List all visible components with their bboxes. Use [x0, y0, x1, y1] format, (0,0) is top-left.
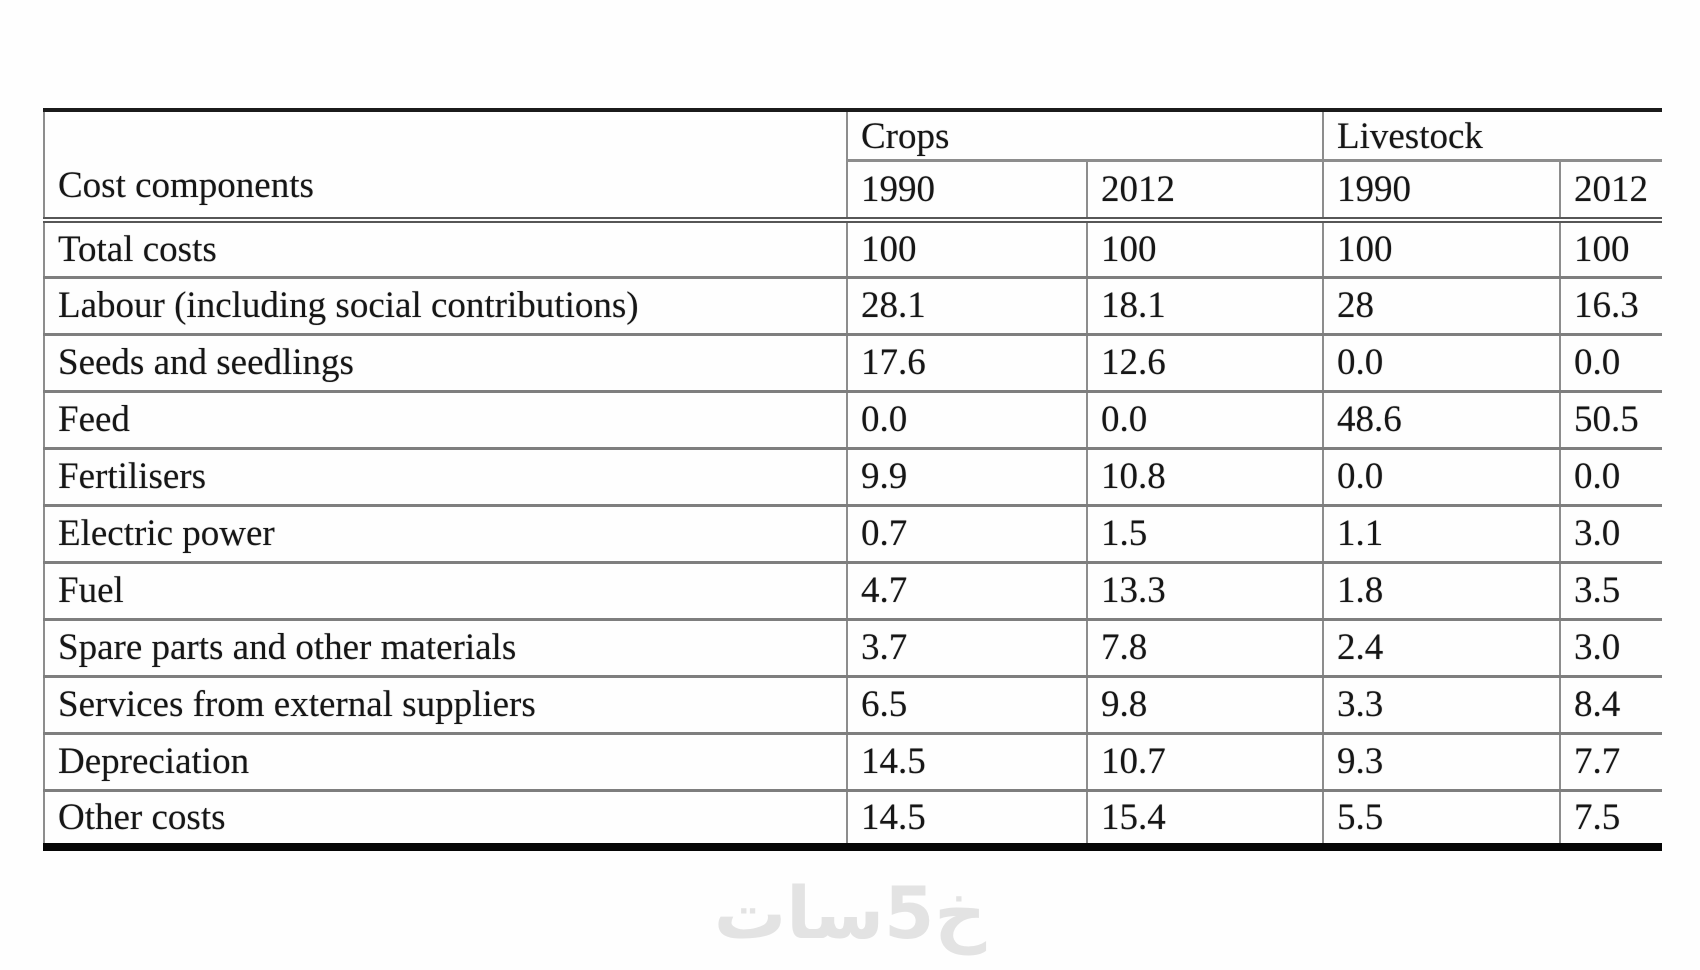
cell-value: 100 — [1559, 220, 1662, 279]
cell-value: 14.5 — [846, 733, 1087, 792]
khamsat-watermark: خ5سات — [713, 871, 987, 955]
cell-value: 7.5 — [1559, 790, 1662, 849]
table-row: Feed 0.0 0.0 48.6 50.5 — [44, 391, 1662, 450]
cell-value: 2.4 — [1322, 619, 1560, 678]
row-label: Seeds and seedlings — [44, 334, 847, 393]
cost-components-table: Cost components Crops Livestock 1990 2012… — [43, 108, 1662, 851]
cell-value: 13.3 — [1086, 562, 1323, 621]
table-row: Total costs 100 100 100 100 — [44, 220, 1662, 279]
cell-value: 5.5 — [1322, 790, 1560, 849]
cell-value: 18.1 — [1086, 277, 1323, 336]
cell-value: 0.0 — [1322, 334, 1560, 393]
cell-value: 50.5 — [1559, 391, 1662, 450]
cell-value: 4.7 — [846, 562, 1087, 621]
year-header: 2012 — [1086, 160, 1323, 223]
cell-value: 12.6 — [1086, 334, 1323, 393]
cell-value: 6.5 — [846, 676, 1087, 735]
table-row: Fuel 4.7 13.3 1.8 3.5 — [44, 562, 1662, 621]
cell-value: 9.9 — [846, 448, 1087, 507]
cell-value: 3.7 — [846, 619, 1087, 678]
cell-value: 16.3 — [1559, 277, 1662, 336]
cell-value: 3.3 — [1322, 676, 1560, 735]
cell-value: 0.0 — [1559, 334, 1662, 393]
cell-value: 48.6 — [1322, 391, 1560, 450]
row-label: Other costs — [44, 790, 847, 849]
cell-value: 28 — [1322, 277, 1560, 336]
cell-value: 9.3 — [1322, 733, 1560, 792]
row-label: Electric power — [44, 505, 847, 564]
row-label: Spare parts and other materials — [44, 619, 847, 678]
cell-value: 0.0 — [1559, 448, 1662, 507]
year-header: 2012 — [1559, 160, 1662, 223]
corner-header-cost-components: Cost components — [44, 110, 847, 223]
group-header-crops: Crops — [846, 110, 1323, 162]
cell-value: 10.7 — [1086, 733, 1323, 792]
cell-value: 1.5 — [1086, 505, 1323, 564]
cell-value: 1.1 — [1322, 505, 1560, 564]
cell-value: 14.5 — [846, 790, 1087, 849]
cell-value: 100 — [1322, 220, 1560, 279]
table-row: Fertilisers 9.9 10.8 0.0 0.0 — [44, 448, 1662, 507]
table-row: Labour (including social contributions) 2… — [44, 277, 1662, 336]
cell-value: 7.8 — [1086, 619, 1323, 678]
cell-value: 7.7 — [1559, 733, 1662, 792]
group-header-livestock: Livestock — [1322, 110, 1662, 162]
row-label: Labour (including social contributions) — [44, 277, 847, 336]
table-row: Seeds and seedlings 17.6 12.6 0.0 0.0 — [44, 334, 1662, 393]
year-header: 1990 — [1322, 160, 1560, 223]
cell-value: 0.7 — [846, 505, 1087, 564]
group-header-row: Cost components Crops Livestock — [44, 110, 1662, 223]
cell-value: 17.6 — [846, 334, 1087, 393]
cell-value: 100 — [1086, 220, 1323, 279]
row-label: Fertilisers — [44, 448, 847, 507]
cell-value: 0.0 — [846, 391, 1087, 450]
table-row: Spare parts and other materials 3.7 7.8 2.4… — [44, 619, 1662, 678]
row-label: Services from external suppliers — [44, 676, 847, 735]
cell-value: 3.0 — [1559, 505, 1662, 564]
row-label: Total costs — [44, 220, 847, 279]
table-row: Services from external suppliers 6.5 9.8 3.… — [44, 676, 1662, 735]
cell-value: 15.4 — [1086, 790, 1323, 849]
cell-value: 9.8 — [1086, 676, 1323, 735]
row-label: Feed — [44, 391, 847, 450]
cell-value: 28.1 — [846, 277, 1087, 336]
cell-value: 3.0 — [1559, 619, 1662, 678]
year-header: 1990 — [846, 160, 1087, 223]
cell-value: 8.4 — [1559, 676, 1662, 735]
row-label: Depreciation — [44, 733, 847, 792]
cell-value: 100 — [846, 220, 1087, 279]
cell-value: 1.8 — [1322, 562, 1560, 621]
table-row: Other costs 14.5 15.4 5.5 7.5 — [44, 790, 1662, 849]
cell-value: 10.8 — [1086, 448, 1323, 507]
row-label: Fuel — [44, 562, 847, 621]
cell-value: 3.5 — [1559, 562, 1662, 621]
table-row: Electric power 0.7 1.5 1.1 3.0 — [44, 505, 1662, 564]
cell-value: 0.0 — [1086, 391, 1323, 450]
cell-value: 0.0 — [1322, 448, 1560, 507]
year-header-row: 1990 2012 1990 2012 — [44, 160, 1662, 223]
table-row: Depreciation 14.5 10.7 9.3 7.7 — [44, 733, 1662, 792]
